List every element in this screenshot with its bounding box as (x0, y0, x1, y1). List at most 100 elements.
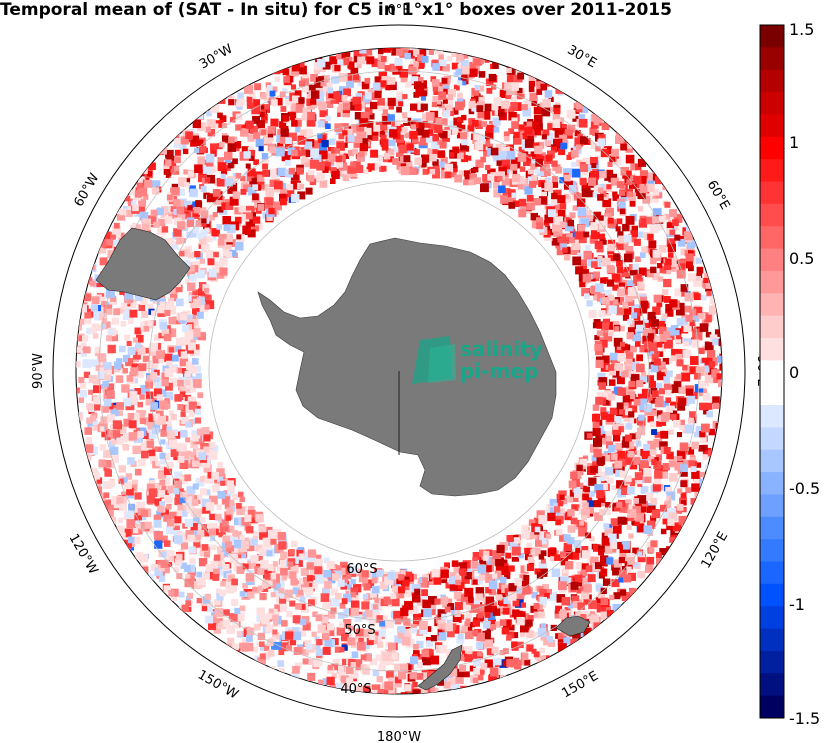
data-cell (622, 223, 630, 232)
data-cell (165, 149, 174, 159)
data-cell (86, 403, 94, 411)
data-cell (629, 462, 638, 470)
data-cell (315, 614, 323, 622)
data-cell (126, 487, 134, 496)
data-cell (302, 71, 309, 79)
data-cell (698, 380, 706, 389)
data-cell (190, 302, 196, 309)
data-cell (187, 534, 195, 542)
data-cell (413, 122, 419, 128)
data-cell (164, 309, 171, 316)
data-cell (350, 565, 359, 574)
data-cell (280, 128, 289, 137)
data-cell (279, 592, 286, 599)
data-cell (271, 86, 278, 93)
data-cell (463, 671, 470, 678)
data-cell (552, 223, 561, 233)
data-cell (173, 165, 180, 171)
data-cell (180, 491, 188, 500)
data-cell (536, 168, 545, 177)
data-cell (165, 391, 174, 400)
data-cell (558, 490, 567, 499)
data-cell (98, 492, 106, 501)
data-cell (322, 90, 329, 97)
data-cell (652, 272, 661, 281)
data-cell (184, 371, 191, 378)
data-cell (647, 416, 654, 423)
data-cell (679, 302, 685, 308)
data-cell (694, 332, 703, 341)
data-cell (255, 222, 263, 230)
data-cell (198, 288, 206, 296)
data-cell (621, 269, 630, 278)
data-cell (187, 564, 196, 573)
data-cell (243, 184, 251, 192)
data-cell (704, 381, 710, 387)
data-cell (558, 581, 567, 590)
data-cell (656, 341, 663, 348)
data-cell (537, 141, 545, 149)
data-cell (111, 495, 118, 502)
data-cell (352, 74, 359, 81)
data-cell (303, 576, 308, 582)
data-cell (529, 531, 537, 539)
data-cell (376, 569, 384, 577)
data-cell (309, 159, 319, 169)
data-cell (132, 445, 141, 455)
data-cell (630, 175, 636, 181)
data-cell (484, 103, 493, 112)
data-cell (630, 435, 640, 444)
data-cell (598, 187, 604, 193)
data-cell (432, 63, 440, 71)
data-cell (500, 195, 509, 204)
data-cell (262, 169, 270, 177)
data-cell (539, 647, 545, 654)
data-cell (628, 533, 634, 539)
data-cell (232, 530, 238, 536)
data-cell (632, 505, 641, 515)
data-cell (246, 635, 253, 642)
data-cell (133, 427, 141, 435)
data-cell (483, 150, 490, 157)
data-cell (138, 198, 147, 207)
data-cell (207, 568, 215, 576)
data-cell (110, 408, 119, 417)
data-cell (670, 529, 679, 538)
data-cell (575, 266, 584, 275)
data-cell (311, 102, 318, 108)
data-cell (617, 231, 624, 238)
data-cell (106, 390, 115, 399)
data-cell (469, 61, 476, 69)
data-cell (524, 139, 534, 148)
data-cell (588, 310, 597, 319)
data-cell (554, 189, 562, 197)
data-cell (448, 169, 457, 178)
data-cell (380, 139, 389, 147)
data-cell (222, 249, 230, 257)
data-cell (422, 599, 431, 609)
data-cell (559, 508, 565, 514)
data-cell (327, 611, 336, 619)
data-cell (331, 588, 339, 596)
data-cell (485, 124, 494, 133)
data-cell (636, 363, 645, 373)
data-cell (217, 620, 226, 630)
data-cell (493, 189, 502, 198)
data-cell (601, 328, 609, 337)
data-cell (546, 636, 553, 643)
data-cell (637, 427, 646, 436)
data-cell (157, 490, 166, 498)
data-cell (449, 583, 457, 591)
data-cell (695, 425, 702, 432)
data-cell (363, 597, 370, 604)
data-cell (290, 180, 300, 190)
data-cell (582, 493, 589, 501)
data-cell (292, 631, 302, 641)
data-cell (116, 528, 125, 537)
data-cell (322, 622, 330, 630)
data-cell (208, 450, 218, 460)
data-cell (288, 167, 296, 175)
data-cell (471, 119, 479, 127)
data-cell (418, 653, 424, 660)
data-cell (321, 617, 328, 624)
